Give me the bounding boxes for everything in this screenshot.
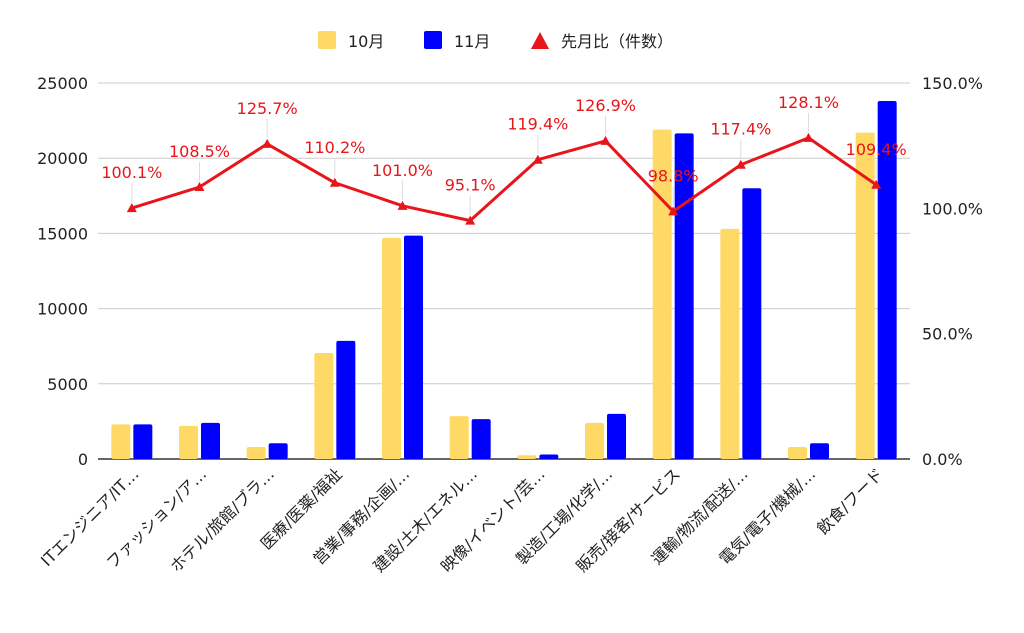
y-right-tick-label: 150.0% xyxy=(922,74,983,93)
x-axis-categories: ITエンジニア/IT…ファッション/ア…ホテル/旅館/ブラ…医療/医薬/福祉営業… xyxy=(37,464,887,576)
right-y-axis: 0.0% 50.0% 100.0% 150.0% xyxy=(922,74,983,469)
legend-swatch-oct xyxy=(318,31,336,49)
ratio-data-label: 100.1% xyxy=(101,163,162,182)
ratio-point xyxy=(397,200,408,210)
legend-label: 先月比（件数） xyxy=(561,32,673,51)
bar-nov xyxy=(742,188,762,459)
bar-nov xyxy=(133,424,153,459)
bar-oct xyxy=(449,416,469,459)
ratio-point xyxy=(871,179,882,189)
y-left-tick-label: 25000 xyxy=(37,74,88,93)
legend-swatch-nov xyxy=(424,31,442,49)
bar-oct xyxy=(788,446,807,459)
bar-nov xyxy=(539,454,559,459)
ratio-point xyxy=(600,135,611,145)
ratio-data-label: 128.1% xyxy=(778,93,839,112)
bar-oct xyxy=(517,455,537,459)
y-left-tick-label: 5000 xyxy=(47,375,88,394)
ratio-data-label: 110.2% xyxy=(304,138,365,157)
ratio-point xyxy=(262,138,273,148)
legend: 10月 11月 先月比（件数） xyxy=(318,31,673,51)
ratio-point xyxy=(668,206,679,216)
ratio-data-label: 98.8% xyxy=(648,166,699,185)
ratio-point xyxy=(465,215,476,225)
ratio-point xyxy=(735,159,746,169)
bar-nov xyxy=(607,413,626,459)
ratio-data-label: 125.7% xyxy=(237,99,298,118)
bar-oct xyxy=(382,237,401,459)
y-right-tick-label: 50.0% xyxy=(922,325,973,344)
bar-nov xyxy=(201,422,220,459)
ratio-line xyxy=(131,136,878,223)
y-left-tick-label: 10000 xyxy=(37,300,88,319)
legend-label: 11月 xyxy=(454,32,490,51)
legend-swatch-ratio xyxy=(531,32,549,49)
bar-nov xyxy=(674,133,694,459)
bar-oct xyxy=(111,424,131,459)
bar-nov xyxy=(404,235,423,459)
left-y-axis: 0 5000 10000 15000 20000 25000 xyxy=(37,74,88,469)
bar-oct xyxy=(585,422,604,459)
bar-oct xyxy=(652,129,672,459)
bar-oct xyxy=(855,132,875,459)
bar-oct xyxy=(314,352,334,459)
bar-oct xyxy=(246,446,266,459)
ratio-data-label: 109.4% xyxy=(846,140,907,159)
line-series: 100.1% 108.5% 125.7% 110.2% 101.0% 95.1% 119.4… xyxy=(101,93,907,225)
ratio-point xyxy=(126,203,137,213)
bar-oct xyxy=(179,425,198,459)
ratio-data-label: 108.5% xyxy=(169,142,230,161)
y-left-tick-label: 15000 xyxy=(37,224,88,243)
ratio-data-label: 117.4% xyxy=(710,120,771,139)
bar-nov xyxy=(336,340,356,459)
bar-nov xyxy=(471,419,491,459)
y-left-tick-label: 20000 xyxy=(37,149,88,168)
y-right-tick-label: 100.0% xyxy=(922,199,983,218)
ratio-data-label: 95.1% xyxy=(445,176,496,195)
bar-nov xyxy=(268,443,288,459)
y-left-tick-label: 0 xyxy=(78,450,88,469)
ratio-data-label: 126.9% xyxy=(575,96,636,115)
ratio-point xyxy=(803,132,814,142)
ratio-point xyxy=(329,177,340,187)
legend-label: 10月 xyxy=(348,32,384,51)
gridlines xyxy=(98,82,910,460)
ratio-point xyxy=(194,182,205,192)
ratio-data-label: 119.4% xyxy=(507,115,568,134)
ratio-point xyxy=(532,154,543,164)
bar-oct xyxy=(720,228,740,459)
bar-nov xyxy=(877,101,897,459)
bar-series xyxy=(111,101,897,459)
bar-nov xyxy=(810,443,829,459)
ratio-data-label: 101.0% xyxy=(372,161,433,180)
x-category-label: 飲食/フード xyxy=(813,464,887,538)
y-right-tick-label: 0.0% xyxy=(922,450,963,469)
